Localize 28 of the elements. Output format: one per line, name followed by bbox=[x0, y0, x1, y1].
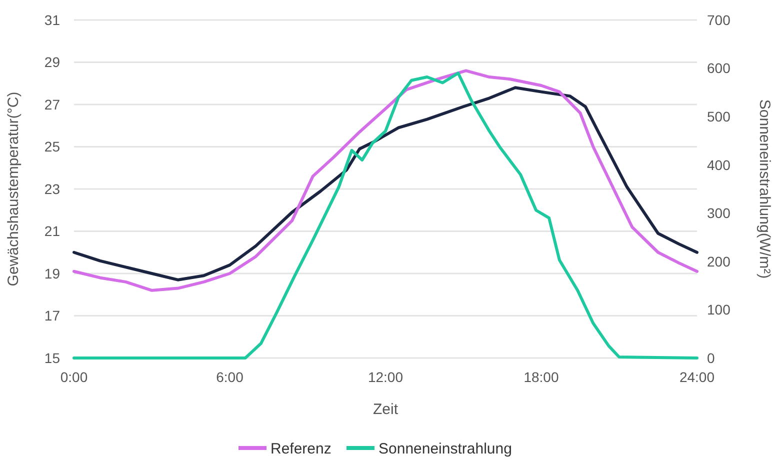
y-tick-label: 23 bbox=[44, 180, 60, 197]
y-tick-label: 29 bbox=[44, 54, 60, 70]
y-tick-label: 17 bbox=[44, 308, 60, 324]
y2-tick-label: 100 bbox=[707, 302, 731, 318]
y2-tick-label: 400 bbox=[707, 156, 731, 173]
y2-tick-label: 200 bbox=[707, 253, 731, 270]
y2-tick-label: 0 bbox=[707, 350, 715, 366]
y-tick-label: 25 bbox=[44, 138, 60, 155]
x-tick-label: 0:00 bbox=[60, 369, 88, 385]
legend-label: Sonneneinstrahlung bbox=[378, 440, 512, 458]
x-tick-label: 24:00 bbox=[679, 369, 715, 385]
x-tick-label: 12:00 bbox=[368, 369, 404, 385]
legend-label: Referenz bbox=[270, 440, 332, 458]
y-tick-label: 21 bbox=[44, 223, 60, 240]
x-axis-title: Zeit bbox=[372, 401, 399, 418]
y2-tick-label: 700 bbox=[707, 12, 731, 28]
line-series bbox=[72, 72, 698, 360]
y-tick-label: 31 bbox=[44, 12, 60, 28]
y2-tick-label: 600 bbox=[707, 60, 731, 76]
y2-axis-title: Sonneneinstrahlung(W/m²) bbox=[756, 99, 773, 279]
y-axis-title: Gewächshaustemperatur(°C) bbox=[5, 92, 22, 286]
y2-tick-label: 300 bbox=[707, 205, 731, 222]
x-tick-label: 18:00 bbox=[524, 369, 559, 385]
x-tick-label: 6:00 bbox=[216, 369, 244, 385]
y2-tick-label: 500 bbox=[707, 108, 731, 124]
y-tick-label: 15 bbox=[44, 350, 60, 366]
y-tick-label: 27 bbox=[44, 96, 60, 112]
y-tick-label: 19 bbox=[44, 265, 60, 282]
